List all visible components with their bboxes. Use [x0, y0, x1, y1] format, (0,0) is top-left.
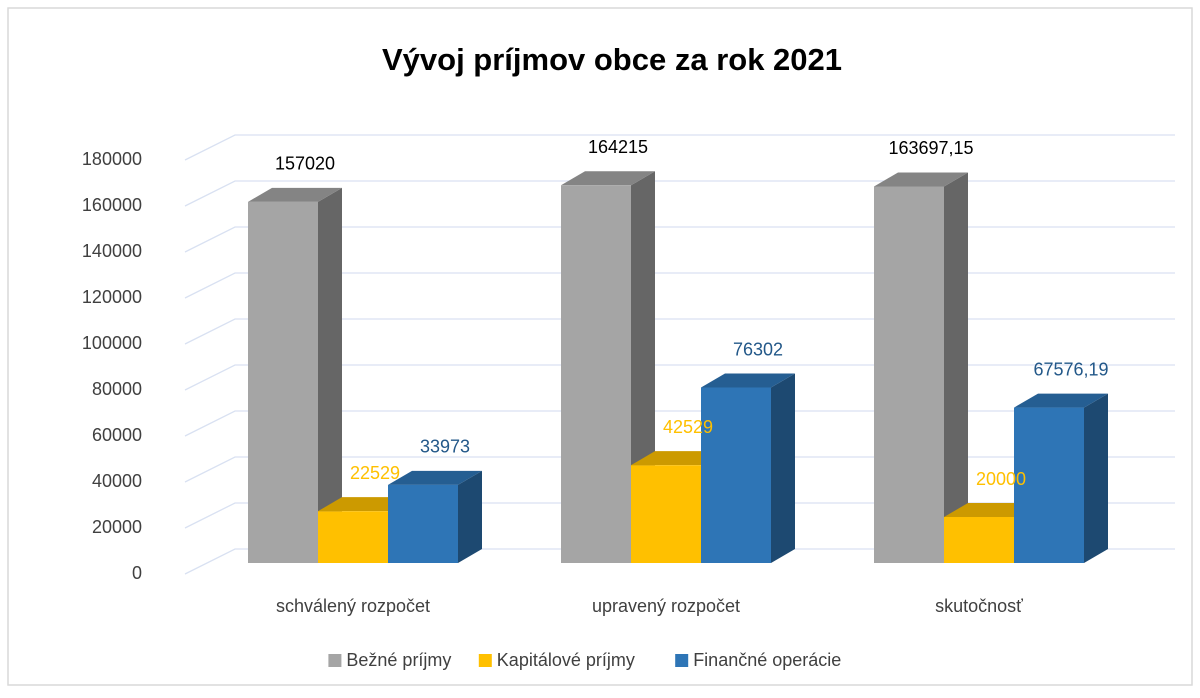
- y-tick-label: 20000: [92, 517, 142, 537]
- bar-side: [944, 172, 968, 563]
- bar: [1014, 393, 1108, 563]
- grid-line: [184, 180, 1175, 207]
- y-tick-label: 120000: [82, 287, 142, 307]
- bar-side: [771, 373, 795, 563]
- legend-label: Finančné operácie: [693, 650, 841, 670]
- bar-top: [561, 171, 655, 186]
- bar-top: [248, 187, 342, 202]
- data-label: 163697,15: [888, 138, 973, 158]
- y-tick-label: 60000: [92, 425, 142, 445]
- bar-front: [701, 387, 771, 563]
- bar-front: [248, 201, 318, 563]
- y-tick-label: 140000: [82, 241, 142, 261]
- bar: [388, 470, 482, 563]
- legend-swatch: [478, 654, 492, 667]
- bar-top: [1014, 393, 1108, 408]
- legend-label: Bežné príjmy: [346, 650, 451, 670]
- bar-top: [874, 172, 968, 187]
- bar: [701, 373, 795, 563]
- bar-top: [701, 373, 795, 388]
- y-tick-label: 100000: [82, 333, 142, 353]
- grid-line: [184, 134, 1175, 161]
- y-tick-label: 40000: [92, 471, 142, 491]
- data-label: 76302: [733, 339, 783, 359]
- grid-line: [184, 226, 1175, 253]
- data-label: 42529: [663, 417, 713, 437]
- bar-front: [631, 465, 701, 563]
- data-label: 164215: [588, 137, 648, 157]
- bar-front: [874, 186, 944, 563]
- bar-front: [944, 517, 1014, 563]
- grid-line: [184, 502, 1175, 529]
- legend-label: Kapitálové príjmy: [497, 650, 635, 670]
- x-tick-label: upravený rozpočet: [592, 596, 740, 616]
- y-tick-label: 80000: [92, 379, 142, 399]
- bar-top: [388, 470, 482, 485]
- bar-side: [318, 187, 342, 563]
- grid-line: [184, 364, 1175, 391]
- bar-front: [388, 484, 458, 563]
- grid-line: [184, 548, 1175, 575]
- data-label: 20000: [976, 469, 1026, 489]
- data-label: 33973: [420, 437, 470, 457]
- y-tick-label: 0: [132, 563, 142, 583]
- x-tick-label: schválený rozpočet: [276, 596, 430, 616]
- y-tick-label: 180000: [82, 149, 142, 169]
- bar-front: [318, 511, 388, 563]
- grid-line: [184, 456, 1175, 483]
- y-tick-label: 160000: [82, 195, 142, 215]
- grid-line: [184, 410, 1175, 437]
- bar: [248, 187, 342, 563]
- grid-line: [184, 272, 1175, 299]
- chart-title: Vývoj príjmov obce za rok 2021: [382, 42, 842, 77]
- data-label: 67576,19: [1033, 359, 1108, 379]
- x-tick-label: skutočnosť: [935, 596, 1023, 616]
- data-label: 22529: [350, 463, 400, 483]
- bar-side: [1084, 393, 1108, 563]
- bar: [874, 172, 968, 563]
- grid-line: [184, 318, 1175, 345]
- legend-swatch: [328, 654, 342, 667]
- legend-swatch: [675, 654, 689, 667]
- bar-front: [561, 185, 631, 564]
- bar-side: [458, 470, 482, 563]
- bar-front: [1014, 407, 1084, 563]
- data-label: 157020: [275, 154, 335, 174]
